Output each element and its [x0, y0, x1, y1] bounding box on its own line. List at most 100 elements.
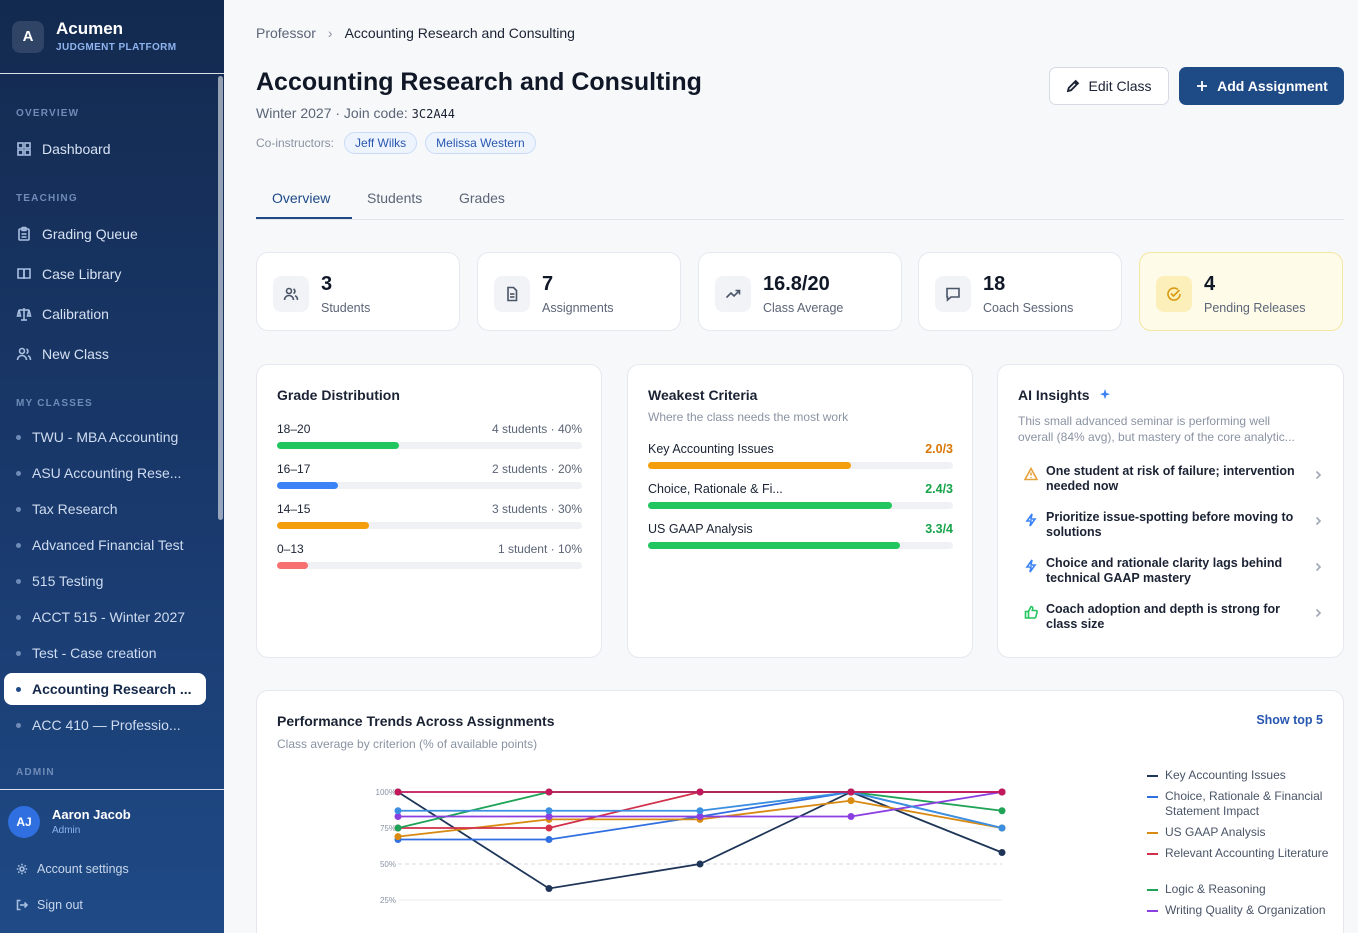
sidebar-item-calibration[interactable]: Calibration [4, 298, 206, 330]
data-point[interactable] [998, 824, 1006, 832]
user-name: Aaron Jacob [52, 807, 131, 822]
data-point[interactable] [847, 812, 855, 820]
account-settings-link[interactable]: Account settings [16, 862, 129, 876]
criterion-row[interactable]: US GAAP Analysis 3.3/4 [648, 522, 953, 549]
class-dot [16, 434, 21, 440]
data-point[interactable] [696, 812, 704, 820]
sidebar-class-item[interactable]: Tax Research [4, 493, 206, 525]
tab-grades[interactable]: Grades [459, 190, 505, 206]
data-point[interactable] [998, 788, 1006, 796]
sign-out-link[interactable]: Sign out [16, 898, 83, 912]
sidebar-item-grading-queue[interactable]: Grading Queue [4, 218, 206, 250]
clipboard-icon [18, 226, 30, 241]
criterion-row[interactable]: Key Accounting Issues 2.0/3 [648, 442, 953, 469]
legend-item[interactable]: Choice, Rationale & Financial Statement … [1147, 789, 1337, 819]
legend-item[interactable]: Relevant Accounting Literature [1147, 846, 1337, 861]
data-point[interactable] [545, 788, 553, 796]
section-my-classes: MY CLASSES [16, 398, 93, 409]
tab-overview[interactable]: Overview [272, 190, 331, 206]
data-point[interactable] [545, 812, 553, 820]
legend-item[interactable]: Key Accounting Issues [1147, 768, 1337, 783]
sidebar-class-item[interactable]: Accounting Research ... [4, 673, 206, 705]
legend-item[interactable]: US GAAP Analysis [1147, 825, 1337, 840]
chevron-right-icon: › [327, 25, 333, 41]
sidebar-item-dashboard[interactable]: Dashboard [4, 133, 206, 165]
data-point[interactable] [545, 836, 553, 844]
grade-range-count: 3 students · 30% [491, 502, 582, 516]
sidebar-class-item[interactable]: ASU Accounting Rese... [4, 457, 206, 489]
data-point[interactable] [394, 807, 402, 815]
tab-students[interactable]: Students [367, 190, 423, 206]
sidebar-item-case-library[interactable]: Case Library [4, 258, 206, 290]
class-label: Tax Research [32, 501, 118, 517]
legend-item[interactable]: Logic & Reasoning [1147, 882, 1337, 897]
avatar[interactable]: AJ [8, 806, 40, 838]
stat-label: Class Average [763, 301, 844, 315]
sidebar-item-label: New Class [42, 346, 109, 362]
sidebar-item-label: Dashboard [42, 141, 111, 157]
stat-card-class-average[interactable]: 16.8/20 Class Average [698, 252, 902, 331]
data-point[interactable] [545, 884, 553, 892]
class-dot [16, 650, 21, 656]
data-point[interactable] [696, 860, 704, 868]
class-label: ACCT 515 - Winter 2027 [32, 609, 186, 625]
insight-item[interactable]: Coach adoption and depth is strong for c… [1018, 602, 1323, 634]
show-top-5-link[interactable]: Show top 5 [1256, 713, 1323, 727]
weakest-criteria-card: Weakest Criteria Where the class needs t… [627, 364, 973, 658]
sidebar-class-item[interactable]: Advanced Financial Test [4, 529, 206, 561]
criterion-bar-fill [648, 502, 892, 509]
user-role: Admin [52, 825, 81, 836]
legend-item[interactable]: Writing Quality & Organization [1147, 903, 1337, 918]
add-assignment-button[interactable]: Add Assignment [1179, 67, 1344, 105]
grade-bar-fill [277, 442, 399, 449]
data-point[interactable] [696, 788, 704, 796]
stat-card-coach-sessions[interactable]: 18 Coach Sessions [918, 252, 1122, 331]
insight-item[interactable]: Prioritize issue-spotting before moving … [1018, 510, 1323, 542]
chat-icon [946, 287, 960, 302]
data-point[interactable] [696, 807, 704, 815]
sidebar-class-item[interactable]: 515 Testing [4, 565, 206, 597]
stat-value: 4 [1204, 273, 1216, 295]
class-dot [16, 722, 21, 728]
data-point[interactable] [847, 797, 855, 805]
grade-range-count: 2 students · 20% [491, 462, 582, 476]
grade-range-row: 14–15 3 students · 30% [277, 502, 582, 529]
legend-label: Choice, Rationale & Financial Statement … [1165, 789, 1323, 818]
stat-icon-wrap [715, 276, 751, 312]
data-point[interactable] [545, 807, 553, 815]
sidebar-class-item[interactable]: TWU - MBA Accounting [4, 421, 206, 453]
insight-text: One student at risk of failure; interven… [1046, 464, 1295, 493]
sidebar-item-new-class[interactable]: New Class [4, 338, 206, 370]
stat-icon-wrap [494, 276, 530, 312]
data-point[interactable] [545, 824, 553, 832]
stat-card-pending-releases[interactable]: 4 Pending Releases [1139, 252, 1343, 331]
insight-item[interactable]: One student at risk of failure; interven… [1018, 464, 1323, 496]
criterion-row[interactable]: Choice, Rationale & Fi... 2.4/3 [648, 482, 953, 509]
gear-icon [16, 863, 28, 875]
brand[interactable]: A Acumen JUDGMENT PLATFORM [0, 0, 224, 74]
sidebar-class-item[interactable]: ACCT 515 - Winter 2027 [4, 601, 206, 633]
breadcrumb-parent[interactable]: Professor [256, 25, 316, 41]
insight-item[interactable]: Choice and rationale clarity lags behind… [1018, 556, 1323, 588]
document-icon [507, 286, 518, 302]
co-instructor-chip[interactable]: Jeff Wilks [344, 132, 418, 154]
grade-bar-track [277, 482, 582, 489]
data-point[interactable] [394, 824, 402, 832]
data-point[interactable] [394, 812, 402, 820]
data-point[interactable] [394, 833, 402, 841]
sidebar-class-item[interactable]: ACC 410 — Professio... [4, 709, 206, 741]
sidebar-class-item[interactable]: Test - Case creation [4, 637, 206, 669]
sidebar-scrollbar[interactable] [218, 76, 223, 520]
stat-card-students[interactable]: 3 Students [256, 252, 460, 331]
data-point[interactable] [998, 807, 1006, 815]
data-point[interactable] [394, 788, 402, 796]
co-instructors-label: Co-instructors: [256, 136, 335, 150]
data-point[interactable] [998, 848, 1006, 856]
data-point[interactable] [847, 788, 855, 796]
stat-card-assignments[interactable]: 7 Assignments [477, 252, 681, 331]
sidebar-item-label: Case Library [42, 266, 122, 282]
edit-class-button[interactable]: Edit Class [1049, 67, 1169, 105]
co-instructor-chip[interactable]: Melissa Western [425, 132, 536, 154]
grade-range-count: 4 students · 40% [491, 422, 582, 436]
criterion-bar-track [648, 542, 953, 549]
